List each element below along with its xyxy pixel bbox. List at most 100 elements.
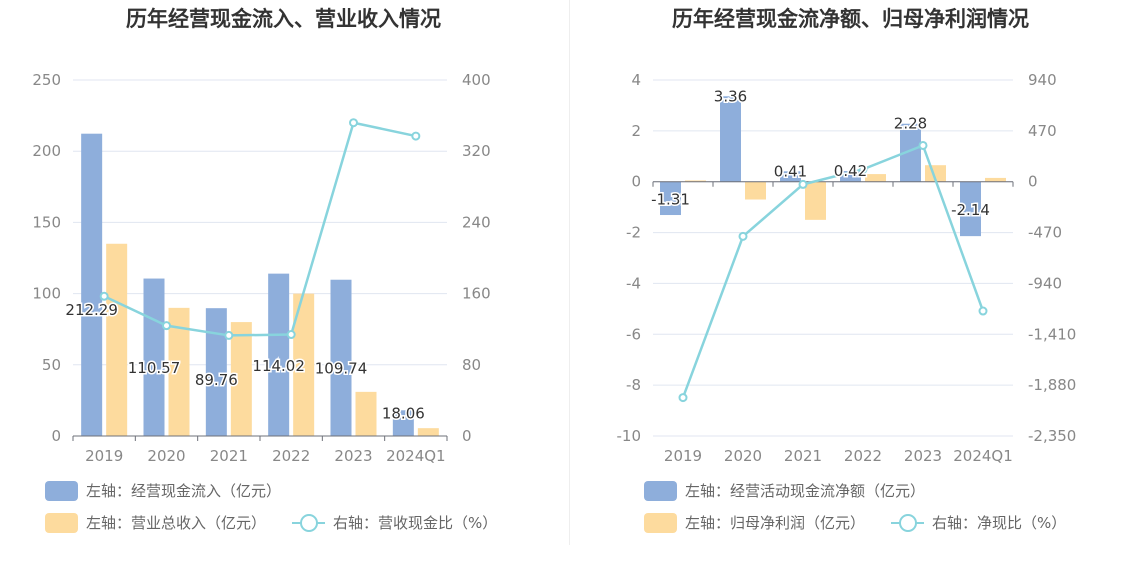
left-chart-title: 历年经营现金流入、营业收入情况 — [126, 7, 441, 31]
legend-label: 左轴：经营活动现金流净额（亿元） — [685, 482, 926, 500]
bar-2023-series1 — [330, 279, 352, 436]
data-label: 110.57 — [128, 359, 181, 377]
y-left-tick-label: -2 — [626, 224, 641, 242]
y-right-tick-label: -2,350 — [1028, 427, 1076, 445]
x-tick-label: 2020 — [147, 447, 185, 465]
bar-2020-series1 — [720, 96, 741, 182]
y-left-tick-label: 2 — [631, 122, 641, 140]
x-tick-label: 2024Q1 — [953, 447, 1013, 465]
bar-2022-series1 — [840, 171, 861, 182]
y-right-tick-label: -1,880 — [1028, 376, 1076, 394]
line-point-2020 — [162, 321, 171, 331]
right-legend-bar1[interactable]: 左轴：经营活动现金流净额（亿元） — [644, 480, 925, 501]
data-label: 3.36 — [714, 87, 747, 105]
panel-divider — [569, 0, 570, 545]
line-point-2023 — [349, 118, 358, 128]
line-point-2024Q1 — [411, 131, 421, 141]
data-label: 89.76 — [195, 371, 238, 389]
bar-2022-series2 — [293, 293, 315, 436]
legend-swatch-orange — [644, 512, 677, 533]
bar-2021-series2 — [230, 322, 252, 436]
data-label: -2.14 — [951, 201, 990, 219]
line-point-2019 — [678, 393, 688, 403]
y-right-tick-label: 0 — [1028, 173, 1038, 191]
y-right-tick-label: 400 — [462, 71, 491, 89]
bar-2024Q1-series2 — [417, 428, 439, 436]
right-legend-line[interactable]: 右轴：净现比（%） — [891, 512, 1066, 533]
bar-2024Q1-series2 — [985, 177, 1006, 182]
x-tick-label: 2022 — [272, 447, 310, 465]
right-chart-panel: -10 -2,350 -8 -1,880 -6 -1,410 -4 -940 -2 -470 0 0 2… — [567, 0, 1134, 582]
y-left-tick-label: -6 — [626, 325, 641, 343]
legend-label: 左轴：营业总收入（亿元） — [86, 514, 267, 532]
data-label: 18.06 — [382, 404, 425, 422]
line-point-2023 — [918, 140, 928, 150]
y-left-tick-label: 4 — [631, 71, 641, 89]
legend-swatch-blue — [45, 480, 78, 501]
y-right-tick-label: 940 — [1028, 71, 1057, 89]
x-tick-label: 2024Q1 — [386, 447, 446, 465]
left-chart-svg: 0 0 50 80 100 160 150 240 200 320 250 400 2019 2020 20… — [32, 71, 491, 465]
line-point-2020 — [738, 231, 748, 241]
x-tick-label: 2023 — [334, 447, 372, 465]
right-chart-svg: -10 -2,350 -8 -1,880 -6 -1,410 -4 -940 -2 -470 0 0 2… — [617, 71, 1077, 465]
left-legend-bar1[interactable]: 左轴：经营现金流入（亿元） — [45, 480, 281, 501]
bar-2020-series1 — [143, 278, 165, 436]
line-series — [681, 143, 985, 399]
y-right-tick-label: -1,410 — [1028, 325, 1076, 343]
bar-2024Q1-series1 — [392, 410, 414, 436]
line-series — [103, 121, 417, 337]
bar-2023-series1 — [900, 123, 921, 182]
data-label: 0.41 — [774, 162, 807, 180]
bar-2020-series2 — [168, 307, 190, 436]
y-left-tick-label: 200 — [32, 142, 61, 160]
y-right-tick-label: -940 — [1028, 274, 1062, 292]
line-point-2021 — [798, 179, 808, 189]
right-legend-bar2[interactable]: 左轴：归母净利润（亿元） — [644, 512, 865, 533]
legend-line-icon — [891, 513, 924, 533]
bar-2023-series2 — [925, 165, 946, 182]
legend-label: 右轴：营收现金比（%） — [333, 514, 498, 532]
y-left-tick-label: -4 — [626, 274, 641, 292]
y-left-tick-label: 0 — [51, 427, 61, 445]
y-right-tick-label: 160 — [462, 285, 491, 303]
y-left-tick-label: 100 — [32, 285, 61, 303]
bar-2021-series1 — [205, 308, 227, 436]
line-point-2019 — [99, 291, 109, 301]
left-legend-line[interactable]: 右轴：营收现金比（%） — [292, 512, 497, 533]
x-tick-label: 2023 — [904, 447, 942, 465]
y-right-tick-label: 80 — [462, 356, 481, 374]
bar-2022-series2 — [865, 174, 886, 182]
bar-2019-series2 — [685, 180, 706, 182]
line-point-2021 — [224, 330, 234, 340]
left-legend-bar2[interactable]: 左轴：营业总收入（亿元） — [45, 512, 266, 533]
bar-2021-series1 — [780, 171, 801, 182]
y-right-tick-label: 470 — [1028, 122, 1057, 140]
y-left-tick-label: 150 — [32, 213, 61, 231]
data-label: 114.02 — [252, 357, 305, 375]
line-point-2022 — [286, 330, 296, 340]
y-left-tick-label: 50 — [42, 356, 61, 374]
x-tick-label: 2020 — [724, 447, 762, 465]
y-left-tick-label: 250 — [32, 71, 61, 89]
left-chart-panel: 0 0 50 80 100 160 150 240 200 320 250 400 2019 2020 20… — [32, 7, 497, 533]
bar-2024Q1-series1 — [960, 181, 981, 237]
legend-line-icon — [292, 513, 325, 533]
right-chart-plot: -10 -2,350 -8 -1,880 -6 -1,410 -4 -940 -2 -470 0 0 2… — [617, 71, 1077, 465]
bar-2023-series2 — [355, 391, 377, 436]
data-label: 0.42 — [834, 162, 867, 180]
data-label: -1.31 — [651, 190, 690, 208]
line-point-2024Q1 — [978, 306, 988, 316]
x-tick-label: 2021 — [210, 447, 248, 465]
bar-2019-series1 — [660, 181, 681, 216]
line-point-2022 — [858, 164, 868, 174]
x-tick-label: 2022 — [844, 447, 882, 465]
x-tick-label: 2019 — [85, 447, 123, 465]
right-chart-title: 历年经营现金流净额、归母净利润情况 — [672, 7, 1029, 31]
y-left-tick-label: 0 — [631, 173, 641, 191]
data-label: 2.28 — [894, 115, 927, 133]
y-left-tick-label: -8 — [626, 376, 641, 394]
y-right-tick-label: 240 — [462, 213, 491, 231]
data-label: 212.29 — [65, 301, 118, 319]
legend-swatch-orange — [45, 512, 78, 533]
